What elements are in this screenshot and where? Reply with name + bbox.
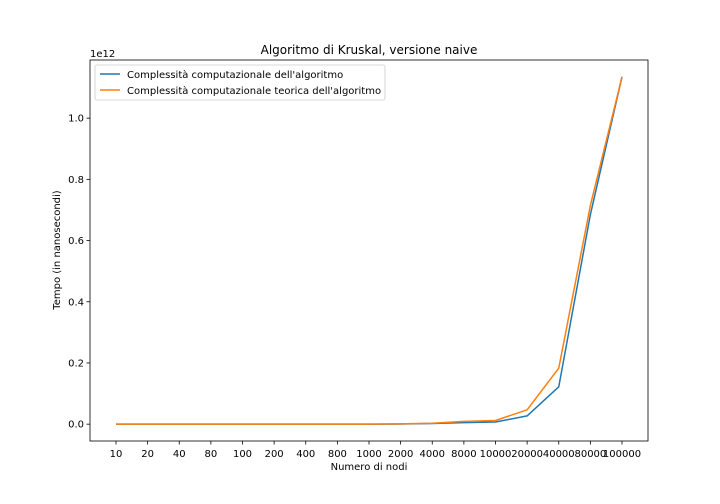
x-tick-label: 80 — [205, 449, 218, 460]
y-tick-label: 0.4 — [68, 297, 84, 308]
y-tick-label: 1.0 — [68, 114, 84, 125]
legend-label-series-1: Complessità computazionale teorica dell'… — [127, 85, 381, 97]
x-tick-label: 100 — [233, 449, 252, 460]
y-tick-label: 0.6 — [68, 236, 84, 247]
x-tick-label: 20000 — [511, 449, 543, 460]
x-tick-label: 400 — [296, 449, 315, 460]
series-line-1 — [116, 76, 623, 425]
x-tick-label: 8000 — [451, 449, 476, 460]
series-layer — [116, 76, 623, 425]
chart-title: Algoritmo di Kruskal, versione naive — [261, 43, 478, 57]
x-tick-label: 200 — [265, 449, 284, 460]
plot-area — [90, 60, 648, 441]
y-axis-label: Tempo (in nanosecondi) — [52, 190, 63, 311]
x-tick-label: 10 — [110, 449, 123, 460]
x-tick-label: 80000 — [574, 449, 606, 460]
legend-label-series-0: Complessità computazionale dell'algoritm… — [127, 69, 343, 81]
y-offset-label: 1e12 — [90, 49, 115, 60]
plot-frame — [89, 59, 649, 442]
y-tick-label: 0.8 — [68, 175, 84, 186]
x-tick-label: 4000 — [420, 449, 445, 460]
y-tick-label: 0.0 — [68, 420, 84, 431]
x-tick-label: 100000 — [603, 449, 641, 460]
y-tick-label: 0.2 — [68, 358, 84, 369]
x-tick-label: 2000 — [388, 449, 413, 460]
x-tick-label: 800 — [328, 449, 347, 460]
legend: Complessità computazionale dell'algoritm… — [94, 64, 386, 101]
y-ticks: 0.0 0.2 0.4 0.6 0.8 1.0 — [68, 114, 90, 431]
x-axis-label: Numero di nodi — [331, 462, 408, 473]
x-tick-label: 40000 — [543, 449, 575, 460]
legend-box — [94, 64, 386, 101]
x-tick-label: 1000 — [356, 449, 381, 460]
x-ticks: 10 20 40 80 100 200 400 800 1000 2000 4000 8000 1000… — [110, 441, 641, 460]
x-tick-label: 10000 — [480, 449, 512, 460]
x-tick-label: 40 — [173, 449, 186, 460]
x-tick-label: 20 — [141, 449, 154, 460]
